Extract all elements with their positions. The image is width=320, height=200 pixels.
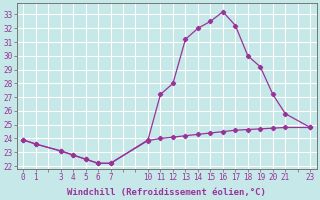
X-axis label: Windchill (Refroidissement éolien,°C): Windchill (Refroidissement éolien,°C)	[67, 188, 266, 197]
